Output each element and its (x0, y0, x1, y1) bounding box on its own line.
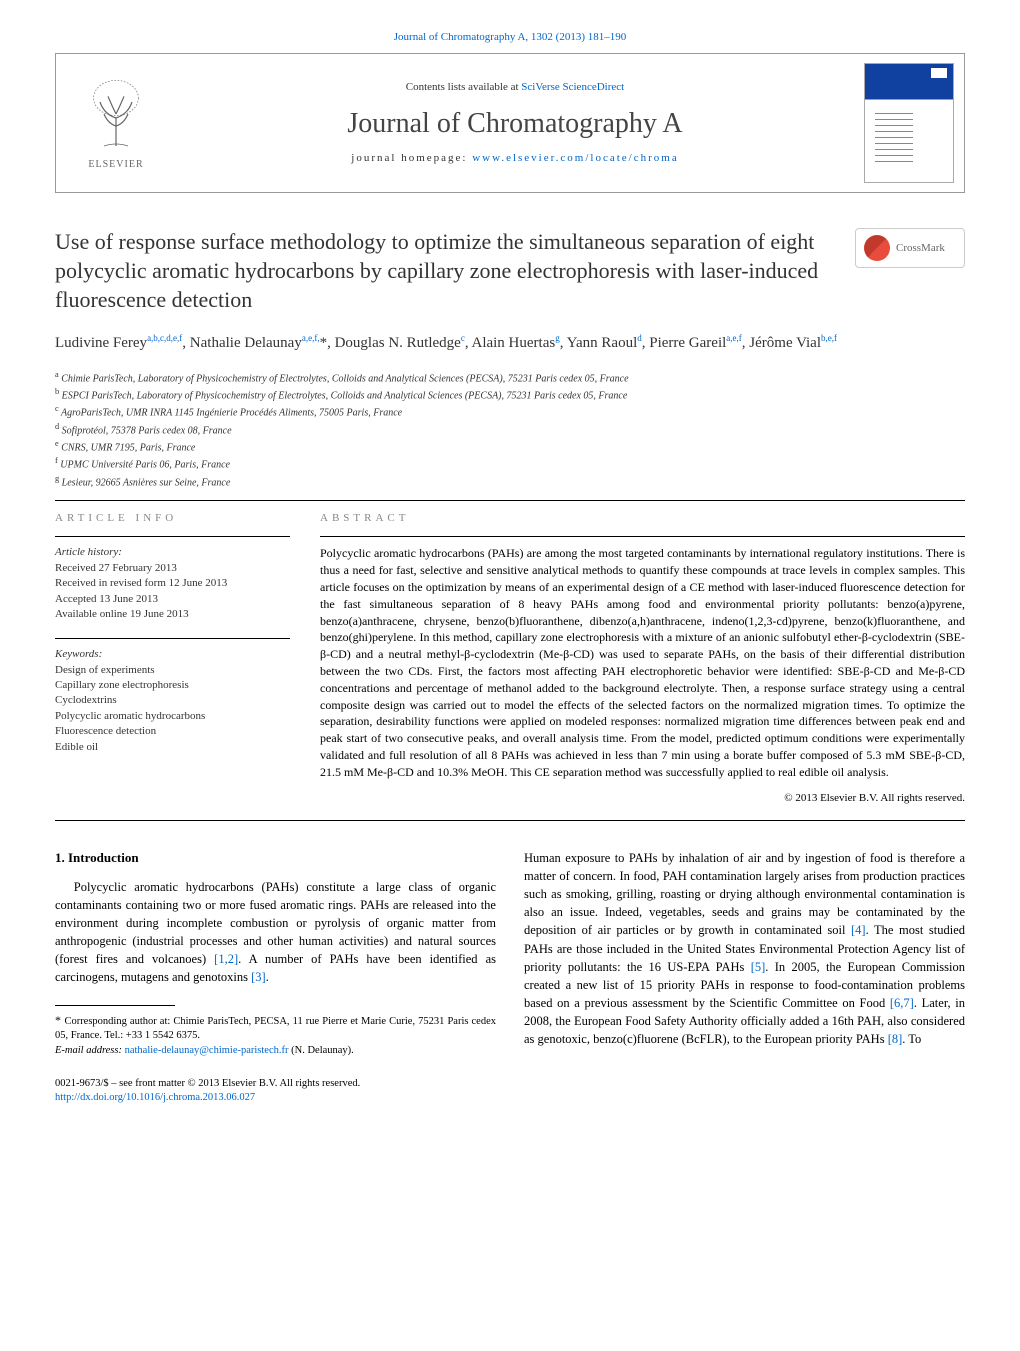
affiliation-line: c AgroParisTech, UMR INRA 1145 Ingénieri… (55, 403, 965, 420)
footnote-text: Corresponding author at: Chimie ParisTec… (55, 1016, 496, 1042)
email-link[interactable]: nathalie-delaunay@chimie-paristech.fr (125, 1045, 289, 1056)
sciencedirect-link[interactable]: SciVerse ScienceDirect (521, 81, 624, 93)
history-line: Available online 19 June 2013 (55, 607, 290, 622)
abstract-text: Polycyclic aromatic hydrocarbons (PAHs) … (320, 545, 965, 780)
citation-link[interactable]: [5] (751, 960, 766, 974)
separator (55, 638, 290, 639)
history-heading: Article history: (55, 545, 290, 560)
affiliation-line: a Chimie ParisTech, Laboratory of Physic… (55, 369, 965, 386)
contents-prefix: Contents lists available at (406, 81, 521, 93)
keywords-block: Keywords: Design of experimentsCapillary… (55, 647, 290, 755)
keyword-line: Cyclodextrins (55, 693, 290, 708)
corresponding-author-footnote: * Corresponding author at: Chimie ParisT… (55, 1012, 496, 1044)
separator (320, 536, 965, 537)
citation-link[interactable]: [3] (251, 970, 266, 984)
citation-link[interactable]: [4] (851, 923, 866, 937)
email-label: E-mail address: (55, 1045, 125, 1056)
intro-text: . To (902, 1032, 921, 1046)
footnote-separator (55, 1005, 175, 1006)
publisher-name: ELSEVIER (88, 158, 143, 172)
journal-citation-link[interactable]: Journal of Chromatography A, 1302 (2013)… (55, 30, 965, 45)
article-history: Article history: Received 27 February 20… (55, 545, 290, 622)
affiliation-line: d Sofiprotéol, 75378 Paris cedex 08, Fra… (55, 421, 965, 438)
bottom-copyright-block: 0021-9673/$ – see front matter © 2013 El… (55, 1077, 965, 1106)
intro-paragraph: Polycyclic aromatic hydrocarbons (PAHs) … (55, 878, 496, 987)
article-info-label: ARTICLE INFO (55, 511, 290, 526)
journal-header: ELSEVIER Contents lists available at Sci… (55, 53, 965, 193)
crossmark-badge[interactable]: CrossMark (855, 228, 965, 268)
front-matter-line: 0021-9673/$ – see front matter © 2013 El… (55, 1077, 965, 1092)
authors-list: Ludivine Fereya,b,c,d,e,f, Nathalie Dela… (55, 332, 965, 355)
email-footnote: E-mail address: nathalie-delaunay@chimie… (55, 1044, 496, 1059)
cover-image (864, 63, 954, 183)
separator (55, 536, 290, 537)
keyword-line: Capillary zone electrophoresis (55, 678, 290, 693)
abstract-column: ABSTRACT Polycyclic aromatic hydrocarbon… (320, 511, 965, 806)
keyword-line: Edible oil (55, 740, 290, 755)
intro-heading: 1. Introduction (55, 849, 496, 868)
affiliation-line: b ESPCI ParisTech, Laboratory of Physico… (55, 386, 965, 403)
header-center: Contents lists available at SciVerse Sci… (176, 54, 854, 192)
history-line: Received in revised form 12 June 2013 (55, 576, 290, 591)
history-line: Accepted 13 June 2013 (55, 592, 290, 607)
introduction-section: 1. Introduction Polycyclic aromatic hydr… (55, 849, 965, 1059)
publisher-logo: ELSEVIER (56, 54, 176, 192)
doi-link[interactable]: http://dx.doi.org/10.1016/j.chroma.2013.… (55, 1092, 255, 1103)
journal-name: Journal of Chromatography A (347, 104, 682, 143)
keyword-line: Polycyclic aromatic hydrocarbons (55, 709, 290, 724)
affiliation-line: f UPMC Université Paris 06, Paris, Franc… (55, 455, 965, 472)
crossmark-label: CrossMark (896, 241, 945, 256)
intro-paragraph-2: Human exposure to PAHs by inhalation of … (524, 849, 965, 1048)
homepage-line: journal homepage: www.elsevier.com/locat… (351, 151, 678, 166)
citation-link[interactable]: [1,2] (214, 952, 238, 966)
homepage-prefix: journal homepage: (351, 152, 472, 164)
keyword-line: Design of experiments (55, 663, 290, 678)
homepage-link[interactable]: www.elsevier.com/locate/chroma (472, 152, 679, 164)
journal-cover-thumb (854, 54, 964, 192)
email-suffix: (N. Delaunay). (289, 1045, 354, 1056)
abstract-copyright: © 2013 Elsevier B.V. All rights reserved… (320, 791, 965, 806)
citation-link[interactable]: [6,7] (890, 996, 914, 1010)
history-line: Received 27 February 2013 (55, 561, 290, 576)
keywords-heading: Keywords: (55, 647, 290, 662)
article-title: Use of response surface methodology to o… (55, 228, 835, 314)
keyword-line: Fluorescence detection (55, 724, 290, 739)
affiliation-line: e CNRS, UMR 7195, Paris, France (55, 438, 965, 455)
crossmark-icon (864, 235, 890, 261)
separator (55, 820, 965, 821)
abstract-label: ABSTRACT (320, 511, 965, 526)
article-info-column: ARTICLE INFO Article history: Received 2… (55, 511, 290, 806)
footnotes: * Corresponding author at: Chimie ParisT… (55, 1012, 496, 1059)
separator (55, 500, 965, 501)
citation-link[interactable]: [8] (888, 1032, 903, 1046)
affiliation-line: g Lesieur, 92665 Asnières sur Seine, Fra… (55, 473, 965, 490)
affiliations-list: a Chimie ParisTech, Laboratory of Physic… (55, 369, 965, 490)
contents-line: Contents lists available at SciVerse Sci… (406, 80, 624, 95)
elsevier-tree-icon (76, 74, 156, 154)
intro-text: . (266, 970, 269, 984)
